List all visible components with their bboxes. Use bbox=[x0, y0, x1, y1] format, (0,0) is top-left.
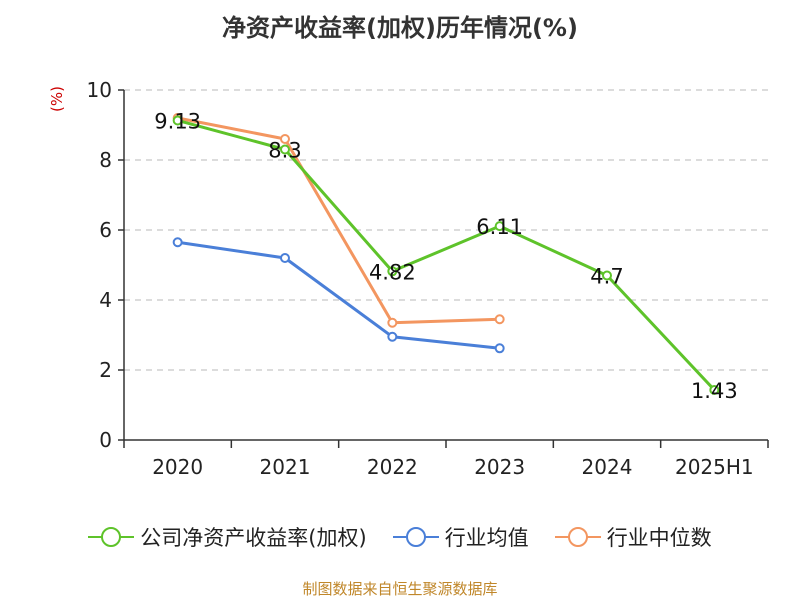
series-line-0 bbox=[177, 119, 716, 391]
data-point bbox=[172, 115, 183, 126]
data-label: 4.82 bbox=[369, 260, 416, 284]
data-label: 8.3 bbox=[268, 139, 301, 163]
data-point bbox=[387, 266, 398, 277]
legend-item-industry-median[interactable]: 行业中位数 bbox=[554, 522, 712, 552]
chart-title: 净资产收益率(加权)历年情况(%) bbox=[222, 14, 578, 42]
legend-swatch-company bbox=[88, 527, 135, 547]
data-point bbox=[280, 253, 290, 263]
legend-item-company[interactable]: 公司净资产收益率(加权) bbox=[88, 522, 367, 552]
y-tick-label: 4 bbox=[99, 288, 112, 312]
y-tick-label: 8 bbox=[99, 148, 112, 172]
x-tick-label: 2023 bbox=[474, 455, 525, 479]
data-point bbox=[709, 384, 720, 395]
x-tick-label: 2025H1 bbox=[675, 455, 754, 479]
legend-item-industry-mean[interactable]: 行业均值 bbox=[392, 522, 529, 552]
legend-label-industry-mean: 行业均值 bbox=[444, 526, 529, 550]
data-label: 4.7 bbox=[590, 265, 623, 289]
y-tick-label: 6 bbox=[99, 218, 112, 242]
data-label: 1.43 bbox=[691, 379, 738, 403]
y-tick-label: 10 bbox=[87, 78, 112, 102]
data-point bbox=[494, 314, 505, 325]
x-tick-label: 2021 bbox=[260, 455, 311, 479]
series-line-2 bbox=[177, 116, 500, 325]
axes: 0 2 4 6 8 10 2020 2021 2022 2023 2024 2025H1 bbox=[87, 78, 769, 479]
legend-label-company: 公司净资产收益率(加权) bbox=[140, 526, 367, 550]
x-tick-label: 2020 bbox=[152, 455, 203, 479]
data-point bbox=[387, 317, 398, 328]
data-point bbox=[280, 144, 290, 155]
x-tick-label: 2024 bbox=[582, 455, 633, 479]
x-tick-label: 2022 bbox=[367, 455, 418, 479]
legend-swatch-industry-median bbox=[554, 527, 601, 547]
data-point bbox=[494, 343, 505, 354]
series-layer bbox=[172, 113, 720, 395]
data-labels: 9.13 8.3 4.82 6.11 4.7 1.43 bbox=[154, 109, 737, 403]
source-note: 制图数据来自恒生聚源数据库 bbox=[302, 580, 498, 598]
legend-swatch-industry-mean bbox=[392, 527, 439, 547]
data-label: 6.11 bbox=[476, 215, 523, 239]
legend: 公司净资产收益率(加权) 行业均值 行业中位数 bbox=[0, 522, 800, 552]
data-label: 9.13 bbox=[154, 109, 201, 133]
data-point bbox=[280, 134, 290, 144]
legend-label-industry-median: 行业中位数 bbox=[606, 526, 712, 550]
data-point bbox=[494, 221, 505, 232]
y-tick-label: 0 bbox=[99, 428, 112, 452]
data-point bbox=[602, 270, 612, 281]
series-line-1 bbox=[177, 240, 500, 350]
data-point bbox=[387, 331, 398, 342]
grid-lines bbox=[124, 89, 768, 371]
data-point bbox=[172, 237, 183, 248]
y-tick-label: 2 bbox=[99, 358, 112, 382]
